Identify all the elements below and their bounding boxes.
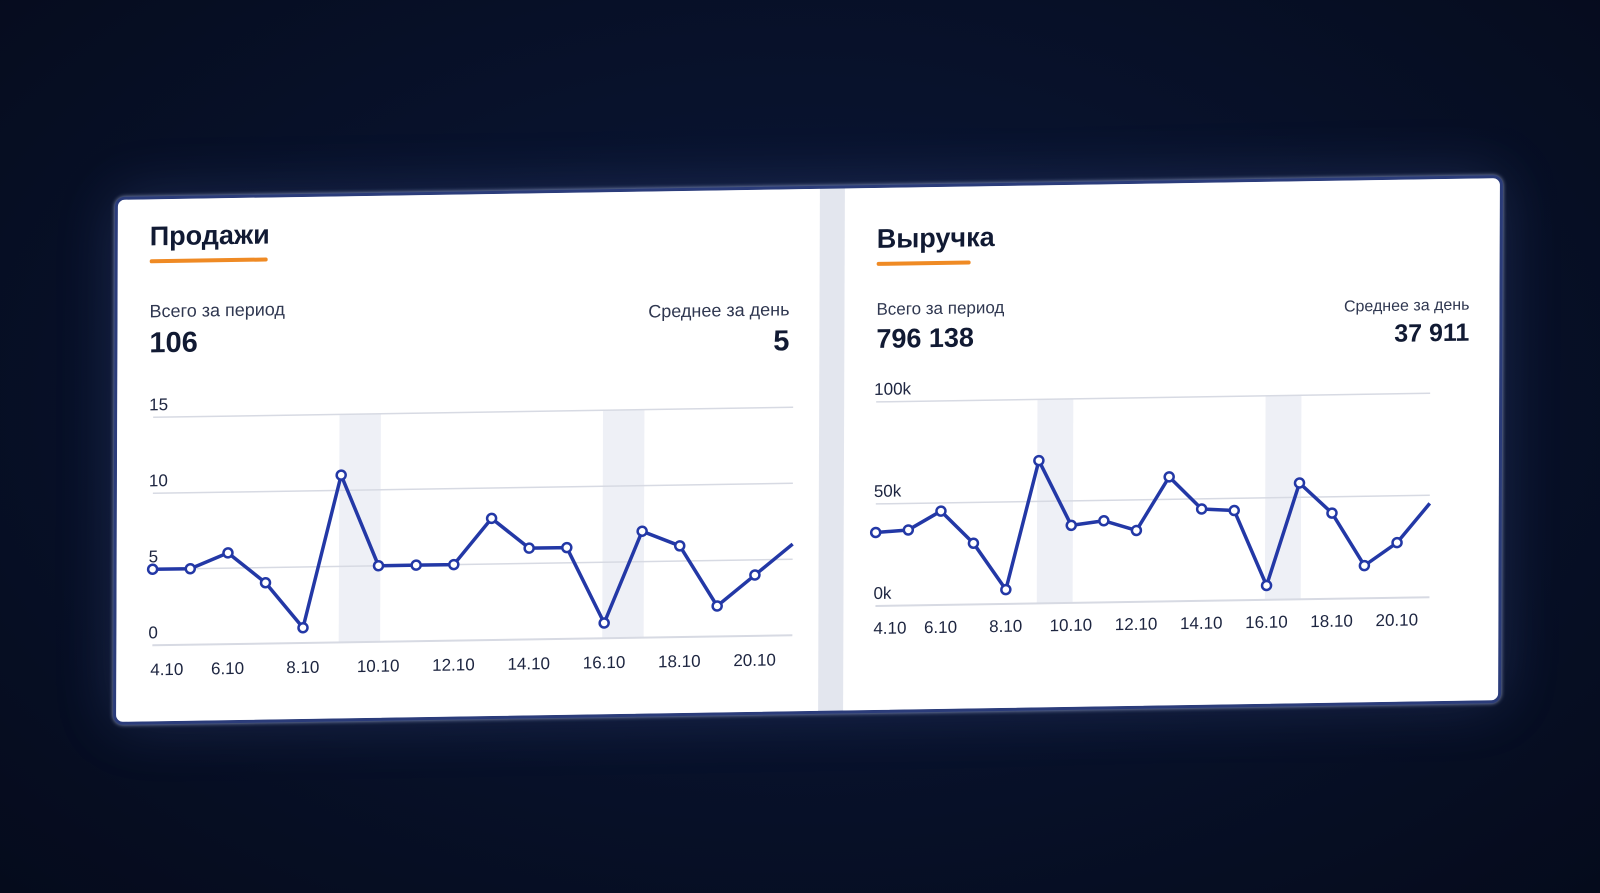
x-tick-label: 4.10 (873, 618, 906, 638)
data-point (297, 621, 309, 634)
data-point (222, 547, 234, 559)
data-point (259, 576, 272, 589)
y-tick-label: 0k (873, 584, 892, 603)
x-tick-label: 20.10 (1375, 610, 1418, 630)
data-point (335, 469, 347, 481)
gridline (875, 596, 1430, 607)
x-tick-label: 6.10 (211, 659, 244, 679)
x-tick-label: 16.10 (583, 653, 626, 673)
data-point (1391, 536, 1403, 549)
y-tick-label: 0 (148, 623, 158, 642)
x-tick-label: 18.10 (1310, 611, 1353, 631)
gridline (152, 482, 793, 495)
series-line (875, 458, 1432, 592)
y-tick-label: 50k (874, 482, 902, 501)
data-point (1098, 515, 1110, 527)
data-point (869, 526, 882, 539)
weekend-band (602, 409, 645, 639)
x-tick-label: 14.10 (1180, 613, 1223, 633)
y-tick-label: 5 (149, 547, 159, 566)
x-tick-label: 20.10 (733, 651, 776, 671)
data-point (561, 541, 573, 554)
data-point (711, 600, 723, 612)
data-point (1033, 454, 1045, 467)
data-point (967, 537, 980, 549)
data-point (1163, 471, 1175, 483)
x-tick-label: 12.10 (1115, 615, 1158, 635)
gridline (153, 406, 794, 419)
data-point (1228, 504, 1240, 517)
data-point (1293, 477, 1306, 489)
data-point (448, 558, 460, 571)
data-point (410, 559, 422, 571)
gridline (152, 634, 793, 647)
series-line (152, 473, 794, 630)
gridline (152, 558, 793, 571)
data-point (485, 512, 498, 525)
data-point (902, 524, 915, 536)
data-point (184, 562, 197, 575)
x-tick-label: 14.10 (507, 654, 550, 674)
y-tick-label: 15 (149, 395, 168, 414)
x-tick-label: 4.10 (150, 660, 183, 680)
x-tick-label: 10.10 (1050, 616, 1093, 636)
data-point (598, 617, 610, 629)
revenue-panel: Выручка Всего за период 796 138 Среднее … (843, 178, 1500, 711)
sales-panel: Продажи Всего за период 106 Среднее за д… (116, 188, 820, 722)
x-tick-label: 8.10 (286, 658, 319, 678)
revenue-line-chart: 0k 50k 100k 4.10 6.10 8.10 10.10 12.10 14.10 16.1… (869, 379, 1432, 638)
data-point (523, 542, 535, 554)
data-point (749, 569, 761, 581)
x-tick-label: 12.10 (432, 655, 475, 675)
data-point (935, 505, 947, 517)
x-tick-label: 16.10 (1245, 612, 1288, 632)
sales-line-chart: 0 5 10 15 4.10 6.10 8.10 10.10 12.10 14.10 16.10 18… (146, 395, 794, 680)
data-point (1195, 503, 1208, 515)
x-tick-label: 6.10 (924, 618, 957, 638)
dashboard-frame: Продажи Всего за период 106 Среднее за д… (113, 175, 1503, 725)
data-point (1130, 524, 1143, 537)
x-tick-label: 18.10 (658, 652, 701, 672)
data-point (1358, 559, 1371, 572)
data-point (636, 525, 648, 537)
data-point (1000, 583, 1012, 596)
weekend-band (338, 413, 381, 643)
x-tick-label: 10.10 (357, 656, 400, 676)
data-point (146, 563, 159, 576)
data-point (1260, 579, 1273, 592)
data-point (1065, 519, 1078, 532)
y-tick-label: 10 (149, 471, 168, 490)
gridline (875, 494, 1430, 505)
y-tick-label: 100k (874, 379, 911, 399)
gridline (876, 392, 1431, 403)
data-point (1326, 507, 1338, 519)
data-point (372, 559, 385, 572)
x-tick-label: 8.10 (989, 617, 1022, 637)
data-point (673, 540, 686, 552)
